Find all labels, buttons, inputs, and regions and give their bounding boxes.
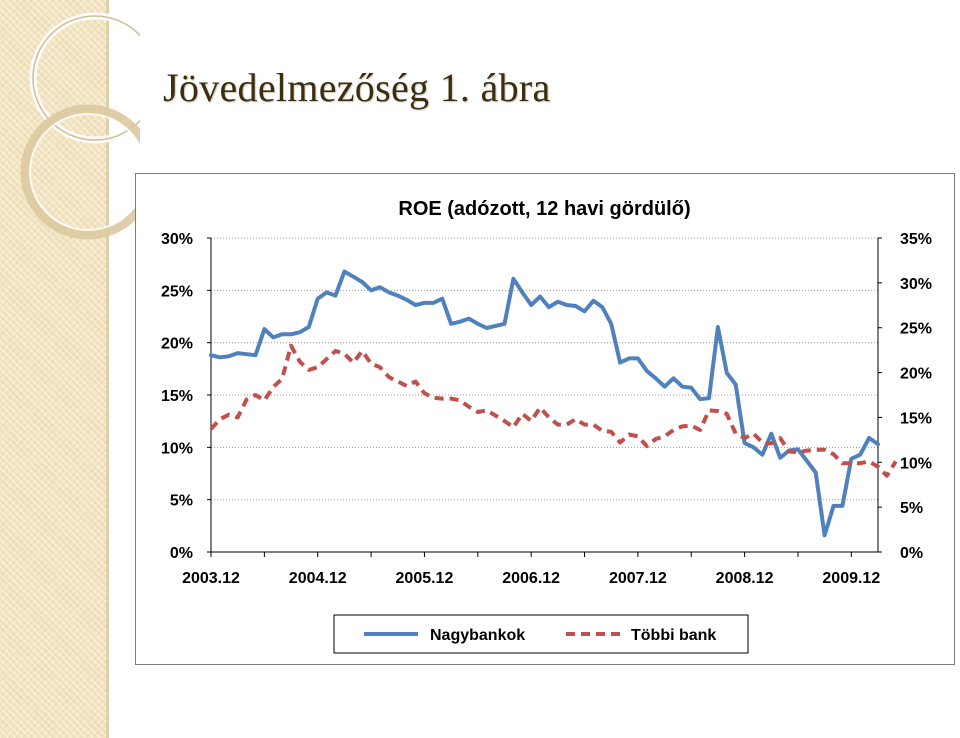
y-left-tick-label: 0% xyxy=(170,545,193,562)
x-tick-label: 2009.12 xyxy=(822,570,880,587)
y-left-tick-label: 15% xyxy=(161,388,193,405)
x-tick-label: 2008.12 xyxy=(716,570,774,587)
x-tick-label: 2003.12 xyxy=(182,570,240,587)
x-tick-label: 2007.12 xyxy=(609,570,667,587)
y-left-tick-label: 10% xyxy=(161,440,193,457)
y-right-tick-label: 30% xyxy=(900,276,932,293)
slide-title: Jövedelmezőség 1. ábra xyxy=(163,65,551,110)
x-tick-label: 2004.12 xyxy=(289,570,347,587)
series-line-tobbi-bank xyxy=(209,343,898,478)
x-tick-label: 2005.12 xyxy=(396,570,454,587)
decorative-rings xyxy=(20,12,140,240)
y-left-tick-label: 20% xyxy=(161,336,193,353)
y-right-tick-label: 15% xyxy=(900,410,932,427)
side-strip-edge xyxy=(106,0,109,738)
chart-frame: ROE (adózott, 12 havi gördülő) 0% 5% 10% 15%… xyxy=(135,173,955,665)
y-right-tick-label: 0% xyxy=(900,545,923,562)
legend-label-nagybankok: Nagybankok xyxy=(430,627,525,644)
roe-line-chart: ROE (adózott, 12 havi gördülő) 0% 5% 10% 15%… xyxy=(161,198,932,654)
y-left-tick-label: 25% xyxy=(161,283,193,300)
y-right-tick-label: 10% xyxy=(900,455,932,472)
series-line-nagybankok xyxy=(209,269,880,538)
legend-label-tobbi-bank: Többi bank xyxy=(631,627,716,644)
y-right-tick-label: 5% xyxy=(900,500,923,517)
chart-title: ROE (adózott, 12 havi gördülő) xyxy=(398,198,690,220)
decorative-ring-bottom-inner xyxy=(29,113,140,231)
y-right-tick-label: 35% xyxy=(900,231,932,248)
decorative-ring-bottom xyxy=(20,104,140,240)
y-right-tick-label: 20% xyxy=(900,366,932,383)
x-tick-label: 2006.12 xyxy=(502,570,560,587)
y-left-tick-label: 5% xyxy=(170,493,193,510)
y-left-tick-label: 30% xyxy=(161,231,193,248)
decorative-ring-top-outline xyxy=(32,15,140,141)
y-right-tick-label: 25% xyxy=(900,321,932,338)
